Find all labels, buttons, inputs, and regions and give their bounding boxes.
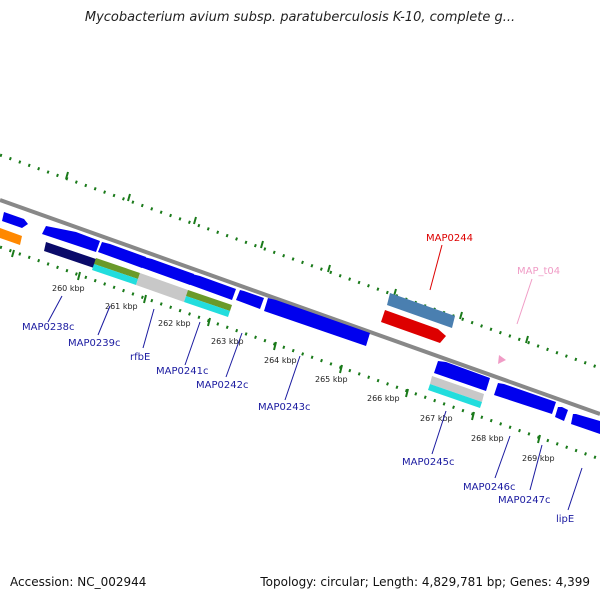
gene-label-rfbe[interactable]: rfbE (130, 352, 150, 363)
map-title: Mycobacterium avium subsp. paratuberculo… (84, 10, 516, 25)
cds-feature[interactable] (42, 226, 100, 252)
gene-label-map0244[interactable]: MAP0244 (426, 233, 473, 244)
gene-label-map0239c[interactable]: MAP0239c (68, 338, 120, 349)
cds-feature[interactable] (571, 414, 600, 434)
gene-label-map-t04[interactable]: MAP_t04 (517, 266, 560, 277)
cds-feature[interactable] (2, 212, 28, 228)
rna-feature-cyan[interactable] (92, 264, 138, 285)
scale-label: 267 kbp (420, 414, 453, 423)
scale-label: 268 kbp (471, 434, 504, 443)
cds-feature[interactable] (434, 361, 490, 391)
cds-feature[interactable] (494, 383, 556, 414)
cds-feature-steel[interactable] (387, 293, 455, 328)
gene-label-map0238c[interactable]: MAP0238c (22, 322, 74, 333)
rna-feature-olive[interactable] (94, 258, 140, 279)
map0244-feature[interactable] (381, 310, 446, 343)
scale-label: 265 kbp (315, 375, 348, 384)
scale-label: 262 kbp (158, 319, 191, 328)
scale-label: 260 kbp (52, 284, 85, 293)
cds-feature[interactable] (555, 407, 568, 421)
cds-feature[interactable] (236, 290, 264, 309)
cds-feature-navy[interactable] (44, 242, 96, 268)
gene-label-map0241c[interactable]: MAP0241c (156, 366, 208, 377)
inner-major-ticks (11, 249, 541, 444)
gene-label-lipe[interactable]: lipE (556, 514, 574, 525)
label-leaders (47, 244, 583, 511)
scale-label: 266 kbp (367, 394, 400, 403)
cds-feature[interactable] (98, 242, 146, 268)
backbone (0, 198, 600, 416)
scale-label: 264 kbp (264, 356, 297, 365)
cds-feature[interactable] (188, 274, 236, 300)
gene-label-map0242c[interactable]: MAP0242c (196, 380, 248, 391)
outer-major-ticks (65, 171, 529, 344)
inner-tick-ring (0, 245, 600, 461)
gene-label-map0245c[interactable]: MAP0245c (402, 457, 454, 468)
cds-feature-grey[interactable] (430, 376, 484, 402)
cds-feature-grey[interactable] (136, 273, 188, 302)
outer-tick-ring (0, 153, 600, 370)
rna-feature-cyan[interactable] (184, 296, 230, 317)
scale-label: 261 kbp (105, 302, 138, 311)
gene-label-map0243c[interactable]: MAP0243c (258, 402, 310, 413)
cds-feature[interactable] (264, 298, 370, 346)
cds-feature[interactable] (140, 257, 194, 285)
scale-label: 263 kbp (211, 337, 244, 346)
gene-label-map0246c[interactable]: MAP0246c (463, 482, 515, 493)
cds-feature-orange[interactable] (0, 228, 22, 245)
topology-summary: Topology: circular; Length: 4,829,781 bp… (260, 575, 590, 589)
gene-label-map0247c[interactable]: MAP0247c (498, 495, 550, 506)
rna-feature-olive[interactable] (186, 290, 232, 311)
gene-labels: MAP0238c MAP0239c rfbE MAP0241c MAP0242c… (22, 233, 574, 525)
accession-text: Accession: NC_002944 (10, 575, 147, 589)
rna-feature-cyan[interactable] (428, 384, 482, 408)
trna-feature[interactable] (498, 355, 506, 364)
